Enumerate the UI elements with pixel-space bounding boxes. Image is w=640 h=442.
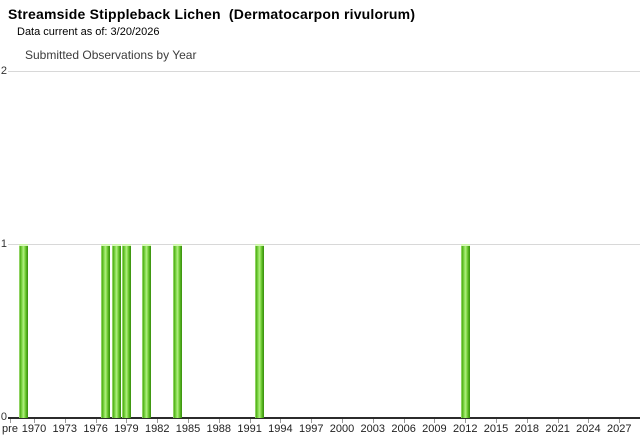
x-tick-mark-2018 (526, 419, 528, 423)
observation-bar-1981 (142, 244, 152, 418)
x-tick-mark-1985 (188, 419, 189, 423)
x-tick-label-1970: 1970 (21, 423, 47, 435)
chart-title: Submitted Observations by Year (25, 48, 197, 62)
x-tick-label-2027: 2027 (606, 423, 632, 435)
x-tick-mark-2006 (403, 419, 405, 423)
x-tick-mark-1976 (95, 419, 97, 423)
x-tick-mark-1997 (311, 419, 313, 423)
x-tick-label-1973: 1973 (52, 423, 78, 435)
x-tick-label-2018: 2018 (514, 423, 540, 435)
x-tick-label-1976: 1976 (83, 423, 108, 435)
x-tick-mark-2027 (619, 419, 621, 423)
x-tick-mark-1982 (157, 419, 159, 423)
y-tick-label-2: 2 (0, 65, 7, 77)
x-tick-mark-2024 (588, 419, 590, 423)
x-tick-label-2015: 2015 (483, 423, 509, 435)
observation-bar-1977 (101, 244, 111, 418)
observation-bar-1979 (121, 244, 131, 418)
x-tick-label-1985: 1985 (175, 423, 201, 435)
x-tick-label-2021: 2021 (545, 423, 570, 435)
x-tick-label-1991: 1991 (237, 423, 262, 435)
gridline-y1 (8, 244, 640, 245)
x-axis-line (8, 417, 640, 419)
y-tick-label-0: 0 (0, 411, 7, 423)
x-tick-mark-1988 (218, 419, 220, 423)
observation-bar-1969 (19, 244, 29, 418)
observation-bar-1992 (255, 244, 265, 418)
x-tick-mark-2003 (372, 419, 374, 423)
x-tick-mark-1970 (34, 419, 35, 423)
x-tick-label-2003: 2003 (360, 423, 386, 435)
x-tick-label-pre: pre (2, 423, 18, 435)
page-title: Streamside Stippleback Lichen (Dermatoca… (8, 6, 416, 22)
data-current-date: Data current as of: 3/20/2026 (17, 26, 160, 38)
x-tick-label-2024: 2024 (576, 423, 601, 435)
x-tick-label-2012: 2012 (452, 423, 478, 435)
x-tick-label-2006: 2006 (391, 423, 416, 435)
x-tick-mark-1994 (280, 419, 282, 423)
y-tick-label-1: 1 (0, 238, 7, 250)
x-tick-mark-2015 (496, 419, 497, 423)
x-tick-mark-pre (10, 419, 11, 423)
x-tick-label-1979: 1979 (114, 423, 139, 435)
x-tick-mark-2009 (434, 419, 436, 423)
x-tick-mark-1991 (249, 419, 251, 423)
x-tick-label-1988: 1988 (206, 423, 232, 435)
x-tick-mark-1979 (126, 419, 128, 423)
x-tick-mark-2000 (342, 419, 343, 423)
observation-bar-2012 (460, 244, 470, 418)
observation-bar-1978 (111, 244, 121, 418)
x-tick-mark-2021 (557, 419, 559, 423)
x-tick-label-1994: 1994 (268, 423, 293, 435)
x-tick-label-2000: 2000 (329, 423, 355, 435)
x-tick-label-1982: 1982 (144, 423, 170, 435)
x-tick-label-1997: 1997 (298, 423, 324, 435)
x-tick-mark-2012 (465, 419, 467, 423)
gridline-y2 (8, 71, 640, 72)
x-tick-mark-1973 (64, 419, 66, 423)
x-tick-label-2009: 2009 (422, 423, 447, 435)
observation-bar-1984 (173, 244, 183, 418)
